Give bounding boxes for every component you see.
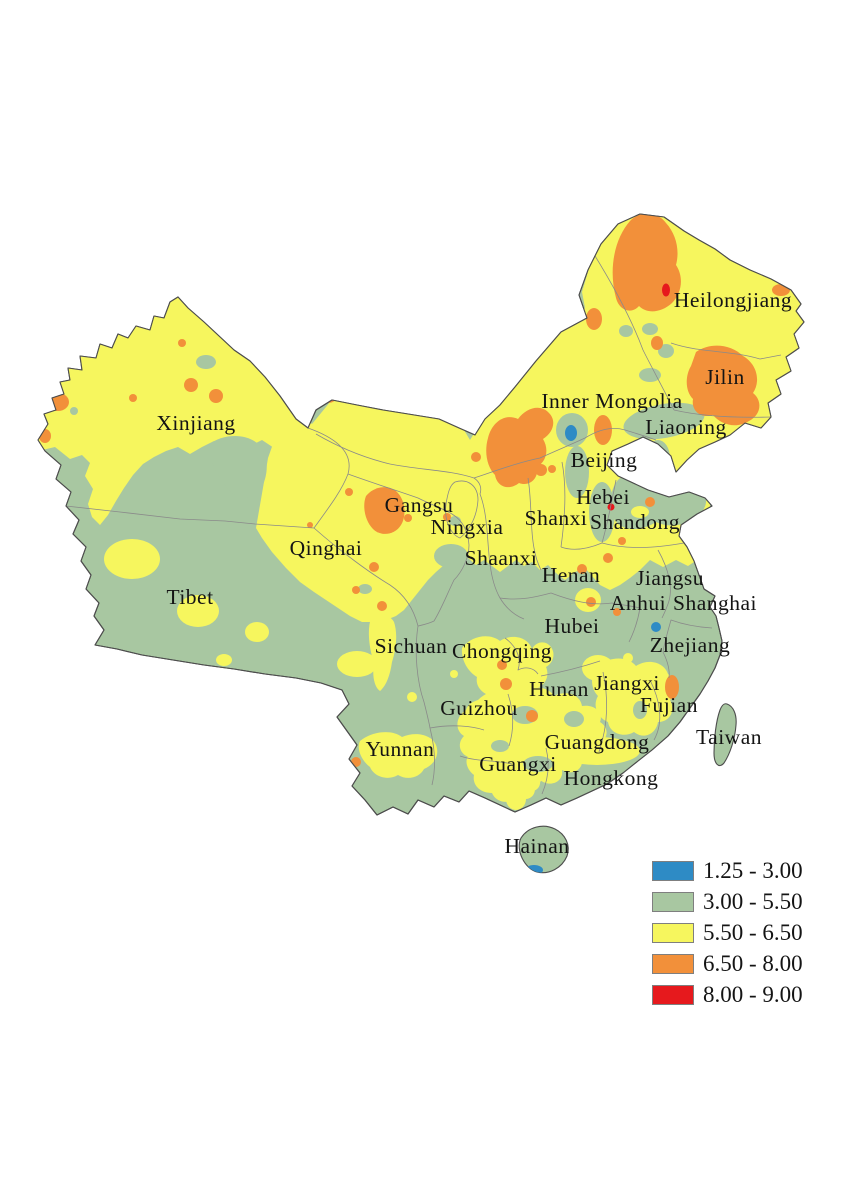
province-label-shaanxi: Shaanxi (465, 546, 538, 570)
legend-item-3.00---5.50: 3.00 - 5.50 (652, 889, 803, 914)
province-label-shandong: Shandong (590, 510, 680, 534)
province-label-qinghai: Qinghai (290, 536, 363, 560)
legend-swatch-blue (652, 861, 694, 881)
province-label-hainan: Hainan (504, 834, 569, 858)
province-label-fujian: Fujian (640, 693, 698, 717)
province-label-zhejiang: Zhejiang (650, 633, 730, 657)
province-label-shanghai: Shanghai (673, 591, 757, 615)
legend-label: 6.50 - 8.00 (703, 951, 803, 976)
province-label-beijing: Beijing (571, 448, 638, 472)
province-label-henan: Henan (542, 563, 601, 587)
province-label-yunnan: Yunnan (366, 737, 435, 761)
province-label-xinjiang: Xinjiang (156, 411, 235, 435)
legend-swatch-red (652, 985, 694, 1005)
hainan-island (518, 825, 569, 874)
mainland-outline (37, 213, 805, 816)
province-label-guangxi: Guangxi (479, 752, 557, 776)
province-label-jilin: Jilin (705, 365, 745, 389)
province-label-hubei: Hubei (544, 614, 599, 638)
surface-blue-coldspots (565, 425, 661, 632)
legend-swatch-orange (652, 954, 694, 974)
province-label-shanxi: Shanxi (525, 506, 588, 530)
province-label-jiangxi: Jiangxi (594, 671, 660, 695)
legend-item-8.00---9.00: 8.00 - 9.00 (652, 982, 803, 1007)
province-label-jiangsu: Jiangsu (636, 566, 704, 590)
legend-label: 8.00 - 9.00 (703, 982, 803, 1007)
province-label-ningxia: Ningxia (431, 515, 504, 539)
province-label-sichuan: Sichuan (375, 634, 448, 658)
province-label-tibet: Tibet (166, 585, 213, 609)
legend-item-6.50---8.00: 6.50 - 8.00 (652, 951, 803, 976)
province-borders (65, 250, 782, 795)
province-label-hongkong: Hongkong (564, 766, 659, 790)
legend-item-1.25---3.00: 1.25 - 3.00 (652, 858, 803, 883)
province-label-anhui: Anhui (610, 591, 666, 615)
shandong-yellow-pocket (631, 506, 649, 518)
legend-label: 5.50 - 6.50 (703, 920, 803, 945)
province-label-guangdong: Guangdong (545, 730, 650, 754)
province-label-hebei: Hebei (576, 485, 630, 509)
taiwan-island (713, 703, 737, 767)
province-label-hunan: Hunan (529, 677, 589, 701)
surface-red-hotspots (607, 283, 670, 511)
province-label-taiwan: Taiwan (696, 725, 762, 749)
map-legend: 1.25 - 3.00 3.00 - 5.50 5.50 - 6.50 6.50 - … (652, 858, 803, 1007)
legend-label: 3.00 - 5.50 (703, 889, 803, 914)
legend-item-5.50---6.50: 5.50 - 6.50 (652, 920, 803, 945)
province-label-chongqing: Chongqing (452, 639, 552, 663)
legend-swatch-green (652, 892, 694, 912)
legend-label: 1.25 - 3.00 (703, 858, 803, 883)
province-label-liaoning: Liaoning (645, 415, 727, 439)
province-label-gangsu: Gangsu (385, 493, 454, 517)
province-label-heilongjiang: Heilongjiang (674, 288, 792, 312)
province-label-inner-mongolia: Inner Mongolia (541, 389, 682, 413)
legend-swatch-yellow (652, 923, 694, 943)
province-label-guizhou: Guizhou (440, 696, 518, 720)
